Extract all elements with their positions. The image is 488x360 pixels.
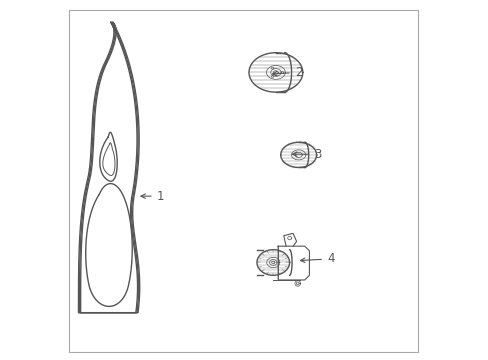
Text: 3: 3 <box>292 148 321 161</box>
Text: 2: 2 <box>272 66 302 79</box>
Text: 4: 4 <box>300 252 334 265</box>
Text: 1: 1 <box>141 190 164 203</box>
